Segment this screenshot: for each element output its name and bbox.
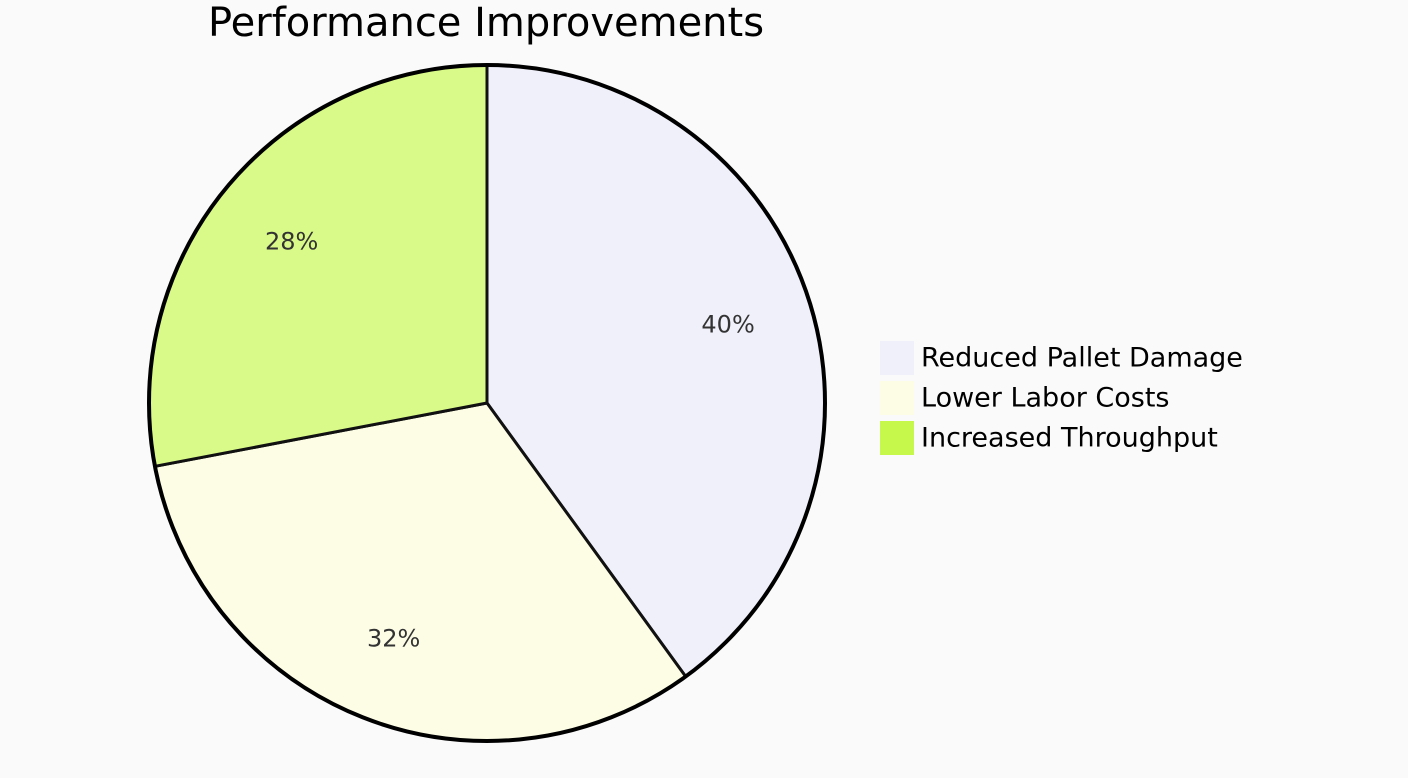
legend-label-lower-labor-costs: Lower Labor Costs xyxy=(921,383,1169,414)
pie-slice-increased-throughput xyxy=(147,63,489,468)
legend-swatch-reduced-pallet-damage xyxy=(880,341,914,375)
pie-slice-labels: 40% 32% 28% xyxy=(265,227,755,652)
pie-slices xyxy=(147,63,827,743)
slice-value-label: 32% xyxy=(367,625,420,653)
legend-label-increased-throughput: Increased Throughput xyxy=(921,423,1218,454)
pie-outline xyxy=(147,63,827,743)
legend-label-reduced-pallet-damage: Reduced Pallet Damage xyxy=(921,343,1243,374)
slice-value-label: 40% xyxy=(701,311,754,339)
slice-value-label: 28% xyxy=(265,227,318,255)
chart-title: Performance Improvements xyxy=(208,0,764,46)
legend-swatch-lower-labor-costs xyxy=(880,381,914,415)
legend: Reduced Pallet Damage Lower Labor Costs In… xyxy=(880,341,1243,455)
legend-swatch-increased-throughput xyxy=(880,421,914,455)
